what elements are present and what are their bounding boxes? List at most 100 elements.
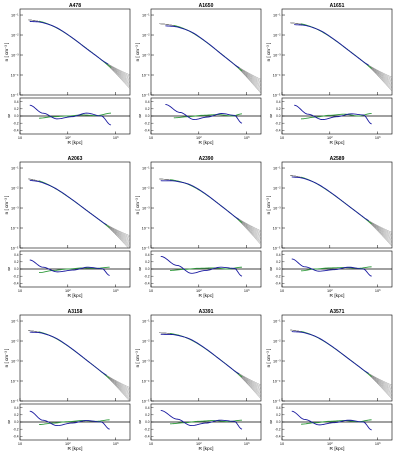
panel-title: A2390 <box>199 156 214 162</box>
xlabel: R [kpc] <box>199 140 214 146</box>
density-profiles <box>291 330 372 377</box>
residual-ytick-label: -0.2 <box>275 427 281 431</box>
density-ytick-label: 10⁻¹ <box>11 167 19 171</box>
density-frame <box>19 8 131 96</box>
density-ytick-label: 10⁻¹ <box>11 320 19 324</box>
model-band-line <box>159 23 261 87</box>
xtick-label: 10 <box>18 136 22 140</box>
panel-a1651: A1651 10⁻¹ 10⁻² 10⁻³ 10⁻⁴ 10⁻⁵ n [ cm⁻³ ] 0.4 0.… <box>266 3 393 146</box>
model-band-line <box>290 22 392 78</box>
blue-residual <box>291 410 372 431</box>
xtick-label: 10 <box>149 442 153 446</box>
density-ytick-label: 10⁻¹ <box>142 167 150 171</box>
blue-profile <box>29 331 107 376</box>
model-band-line <box>159 332 261 398</box>
density-ytick-label: 10⁻¹ <box>142 14 150 18</box>
xtick-label: 10² <box>196 442 202 446</box>
model-band-line <box>159 332 261 395</box>
xtick-label: 10³ <box>113 289 119 293</box>
density-ytick-label: 10⁻² <box>273 340 281 344</box>
density-profiles <box>291 176 372 225</box>
xtick-label: 10³ <box>244 289 250 293</box>
xtick-label: 10² <box>65 289 71 293</box>
model-band-line <box>159 23 261 91</box>
model-band <box>159 178 261 245</box>
density-ytick-label: 10⁻² <box>11 340 19 344</box>
model-band-line <box>28 178 130 245</box>
blue-profile <box>160 180 240 220</box>
residual-ytick-label: 0.4 <box>276 253 281 257</box>
model-band-line <box>28 330 130 390</box>
residual-ylabel: δ <box>270 114 273 119</box>
model-band-line <box>159 23 261 90</box>
residual-curves <box>20 410 130 430</box>
xlabel: R [kpc] <box>199 446 214 452</box>
density-ytick-label: 10⁻⁵ <box>142 94 150 98</box>
density-ytick-label: 10⁻⁴ <box>273 74 281 78</box>
xtick-label: 10³ <box>375 442 381 446</box>
residual-ytick-label: 0.4 <box>145 100 150 104</box>
blue-residual <box>160 410 243 430</box>
residual-ytick-label: -0.4 <box>275 129 281 133</box>
blue-profile <box>29 20 109 65</box>
residual-ylabel: δ <box>139 267 142 272</box>
xtick-label: 10² <box>196 136 202 140</box>
density-ytick-label: 10⁻² <box>11 187 19 191</box>
model-band-line <box>290 22 392 85</box>
density-profiles <box>165 24 243 72</box>
model-band <box>159 23 261 94</box>
model-band-line <box>159 23 261 94</box>
residual-ytick-label: 0.4 <box>14 406 19 410</box>
model-band <box>28 330 130 401</box>
density-profiles <box>160 332 243 378</box>
residual-ytick-label: 0.0 <box>14 420 19 424</box>
model-band-line <box>28 330 130 401</box>
density-ytick-label: 10⁻³ <box>273 54 281 58</box>
xlabel: R [kpc] <box>330 446 345 452</box>
xtick-label: 10³ <box>113 136 119 140</box>
residual-ytick-label: 0.2 <box>276 260 281 264</box>
model-band-line <box>159 332 261 394</box>
model-band-line <box>28 330 130 397</box>
density-ytick-label: 10⁻⁴ <box>11 380 19 384</box>
density-profiles <box>29 179 110 229</box>
model-band-line <box>159 332 261 393</box>
xtick-label: 10³ <box>375 136 381 140</box>
model-band <box>290 329 392 400</box>
panel-title: A478 <box>69 3 81 9</box>
density-ytick-label: 10⁻⁴ <box>11 74 19 78</box>
residual-ylabel: δ <box>270 420 273 425</box>
blue-profile <box>160 333 240 375</box>
density-frame <box>150 314 262 402</box>
density-ytick-label: 10⁻² <box>142 187 150 191</box>
model-band-line <box>159 178 261 245</box>
model-band-line <box>28 330 130 388</box>
residual-ytick-label: -0.2 <box>144 427 150 431</box>
residual-ytick-label: 0.2 <box>276 107 281 111</box>
residual-ytick-label: -0.4 <box>275 282 281 286</box>
blue-residual <box>29 259 110 276</box>
residual-curves <box>282 104 392 125</box>
density-ylabel: n [ cm⁻³ ] <box>135 43 140 62</box>
density-ytick-label: 10⁻⁴ <box>11 227 19 231</box>
density-ylabel: n [ cm⁻³ ] <box>135 196 140 215</box>
residual-ytick-label: 0.0 <box>276 114 281 118</box>
blue-profile <box>291 331 369 374</box>
residual-ytick-label: -0.2 <box>144 274 150 278</box>
residual-ytick-label: 0.4 <box>14 253 19 257</box>
residual-ytick-label: -0.2 <box>13 274 19 278</box>
density-ytick-label: 10⁻¹ <box>142 320 150 324</box>
density-ytick-label: 10⁻³ <box>11 54 19 58</box>
residual-ytick-label: 0.2 <box>14 260 19 264</box>
xlabel: R [kpc] <box>68 140 83 146</box>
residual-ytick-label: 0.2 <box>14 413 19 417</box>
xtick-label: 10³ <box>113 442 119 446</box>
density-ylabel: n [ cm⁻³ ] <box>266 349 271 368</box>
panel-a2589: A2589 10⁻¹ 10⁻² 10⁻³ 10⁻⁴ 10⁻⁵ n [ cm⁻³ ] 0.4 0.… <box>266 156 393 299</box>
residual-ytick-label: -0.4 <box>13 282 19 286</box>
model-band-line <box>28 19 130 90</box>
residual-ytick-label: 0.0 <box>145 114 150 118</box>
residual-ylabel: δ <box>8 267 11 272</box>
density-profiles <box>160 179 243 223</box>
